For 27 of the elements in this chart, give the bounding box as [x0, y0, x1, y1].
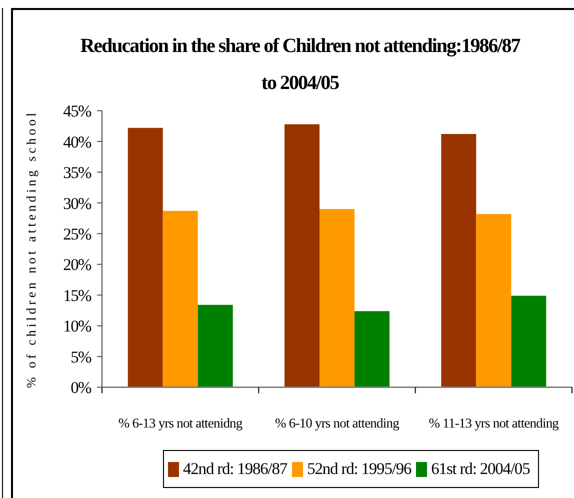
x-tick-label: % 6-13 yrs not attenidng [118, 415, 243, 430]
bar [198, 304, 233, 388]
y-tick-label: 45% [63, 102, 92, 121]
y-tick-label: 20% [63, 255, 92, 274]
x-tick-label: % 6-10 yrs not attending [275, 415, 400, 430]
legend-label: 42nd rd: 1986/87 [183, 459, 288, 479]
legend-label: 61st rd: 2004/05 [431, 459, 530, 479]
y-tick-label: 10% [63, 316, 92, 336]
bar [441, 134, 476, 388]
legend-label: 52nd rd: 1995/96 [307, 459, 412, 479]
bar [284, 124, 320, 388]
bar [354, 311, 390, 388]
y-tick-label: 15% [63, 286, 92, 305]
bar [162, 210, 198, 388]
y-axis-title: % of children not attending school [24, 110, 38, 388]
bar [128, 128, 163, 388]
y-tick-label: 40% [63, 132, 92, 152]
x-tick-label: % 11-13 yrs not attending [428, 415, 560, 430]
y-tick-label: 35% [63, 163, 92, 182]
bar [511, 296, 546, 388]
chart-title: Reducation in the share of Children not attending:1986/87 to 2004/05 [79, 34, 522, 96]
y-tick-label: 0% [70, 378, 92, 398]
y-tick-label: 25% [63, 224, 92, 244]
bar [476, 214, 512, 388]
y-tick-label: 30% [63, 194, 92, 213]
y-tick-label: 5% [70, 347, 92, 366]
bar [320, 209, 355, 388]
